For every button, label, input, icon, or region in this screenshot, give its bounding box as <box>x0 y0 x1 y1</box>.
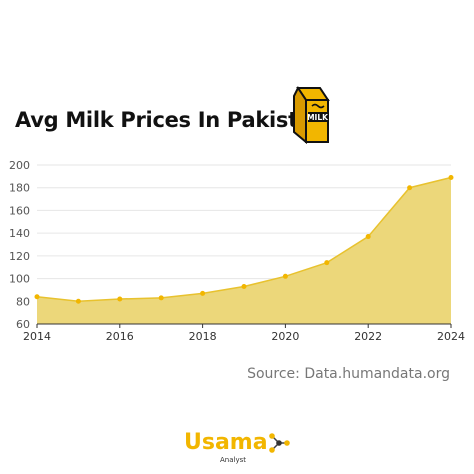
brand-logo: Usama Analyst <box>184 430 294 470</box>
x-tick-label: 2020 <box>271 330 299 343</box>
x-tick-label: 2016 <box>106 330 134 343</box>
data-point <box>75 298 81 304</box>
y-tick-label: 60 <box>16 318 30 331</box>
data-point <box>200 290 206 296</box>
x-axis-ticks: 2014 2016 2018 2020 2022 2024 <box>23 323 465 343</box>
milk-icon-label: MILK <box>307 113 329 122</box>
data-points <box>34 174 454 304</box>
x-tick-label: 2018 <box>189 330 217 343</box>
milk-carton-icon: MILK <box>293 86 330 144</box>
source-note: Source: Data.humandata.org <box>247 366 450 382</box>
data-point <box>365 234 371 240</box>
data-point <box>448 174 454 180</box>
y-tick-label: 140 <box>9 227 30 240</box>
y-tick-label: 180 <box>9 182 30 195</box>
data-point <box>158 295 164 301</box>
y-tick-label: 120 <box>9 250 30 263</box>
data-point <box>34 294 40 300</box>
x-tick-label: 2014 <box>23 330 51 343</box>
page-title: Avg Milk Prices In Pakistan <box>15 108 327 132</box>
y-tick-label: 80 <box>16 295 30 308</box>
y-tick-label: 160 <box>9 204 30 217</box>
data-point <box>407 185 413 191</box>
data-point <box>241 284 247 290</box>
y-tick-label: 200 <box>9 159 30 172</box>
data-point <box>324 260 330 266</box>
network-dots-icon <box>269 433 290 453</box>
y-axis-ticks: 60 80 100 120 140 160 180 200 <box>9 159 30 331</box>
x-tick-label: 2024 <box>437 330 465 343</box>
x-tick-label: 2022 <box>354 330 382 343</box>
brand-name: Usama <box>184 430 268 455</box>
y-tick-label: 100 <box>9 273 30 286</box>
data-point <box>282 273 288 279</box>
brand-subtitle: Analyst <box>220 456 246 464</box>
price-area <box>37 177 451 324</box>
data-point <box>117 296 123 302</box>
